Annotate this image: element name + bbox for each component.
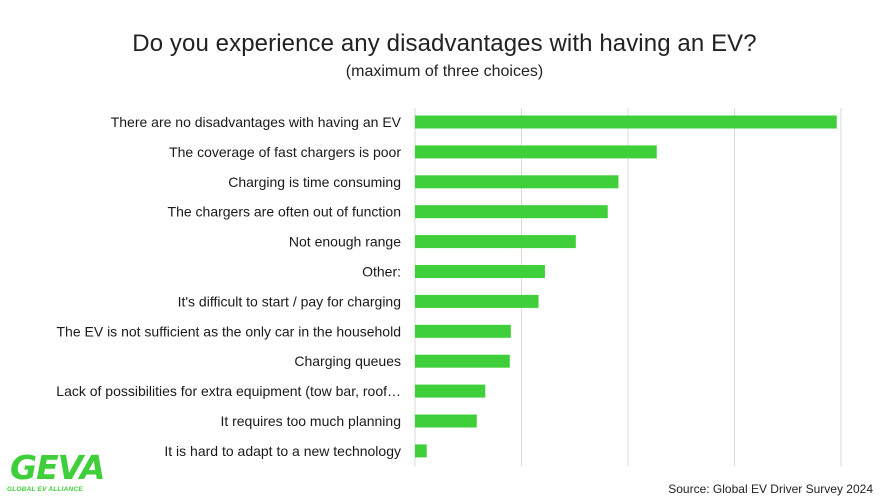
bar xyxy=(415,324,511,338)
bar xyxy=(415,414,477,428)
logo-text: GEVA xyxy=(10,448,105,487)
geva-logo: GEVA GLOBAL EV ALLIANCE xyxy=(4,450,108,498)
category-label: Charging queues xyxy=(294,353,401,369)
category-label: It's difficult to start / pay for chargi… xyxy=(178,293,401,309)
category-label: It requires too much planning xyxy=(220,413,401,429)
bar xyxy=(415,384,486,398)
logo-subtext: GLOBAL EV ALLIANCE xyxy=(7,486,83,493)
chart-subtitle: (maximum of three choices) xyxy=(345,63,544,80)
category-label: There are no disadvantages with having a… xyxy=(111,114,402,130)
bar xyxy=(415,145,657,159)
category-label: It is hard to adapt to a new technology xyxy=(164,443,401,459)
bar xyxy=(415,265,545,278)
category-label: Not enough range xyxy=(289,234,401,250)
bar xyxy=(415,294,539,308)
source-note: Source: Global EV Driver Survey 2024 xyxy=(668,482,873,496)
bar xyxy=(415,175,619,189)
category-label: The EV is not sufficient as the only car… xyxy=(56,323,401,339)
bar xyxy=(415,235,576,249)
category-label: Other: xyxy=(362,264,401,280)
chart-title: Do you experience any disadvantages with… xyxy=(132,30,757,57)
category-label: The coverage of fast chargers is poor xyxy=(169,144,401,160)
bar xyxy=(415,444,427,458)
category-label: The chargers are often out of function xyxy=(168,204,401,220)
bar xyxy=(415,115,837,129)
category-label: Lack of possibilities for extra equipmen… xyxy=(56,383,401,399)
category-label: Charging is time consuming xyxy=(228,174,401,190)
bar xyxy=(415,354,510,368)
bar xyxy=(415,205,608,219)
